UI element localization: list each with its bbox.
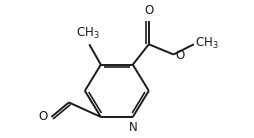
Text: O: O (39, 110, 48, 124)
Text: N: N (129, 121, 138, 134)
Text: O: O (144, 4, 153, 17)
Text: CH$_3$: CH$_3$ (76, 26, 100, 41)
Text: CH$_3$: CH$_3$ (195, 36, 219, 51)
Text: O: O (175, 49, 184, 62)
